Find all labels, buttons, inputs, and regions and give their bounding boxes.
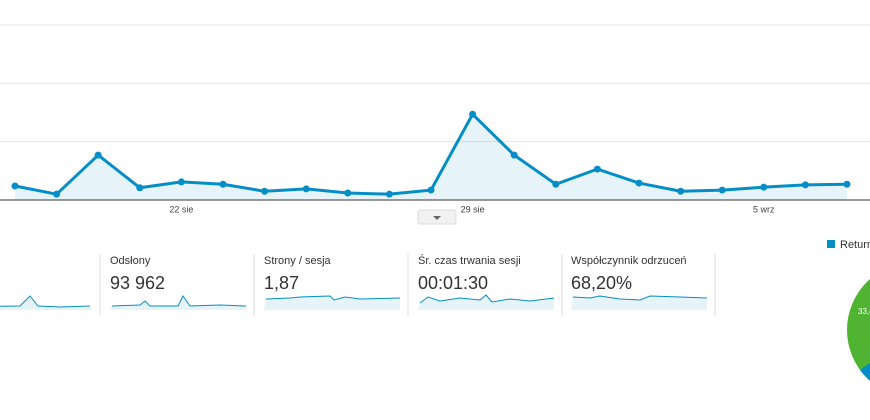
line-area: [15, 114, 847, 200]
metric-label: Strony / sesja: [264, 255, 332, 267]
point: [53, 190, 61, 198]
metric-value: 1,87: [264, 273, 299, 293]
point: [302, 185, 310, 193]
collapse-arrow: [433, 216, 441, 220]
point: [593, 165, 601, 173]
sparkline: [418, 295, 554, 310]
sparkline: [264, 296, 400, 310]
sparkline: [572, 295, 708, 301]
sparkline: [0, 295, 91, 308]
line: [14, 111, 848, 196]
point: [219, 180, 227, 188]
point: [94, 151, 102, 159]
pie-label: 33,4: [858, 307, 870, 316]
metric-value: 00:01:30: [418, 273, 488, 293]
collapse-button[interactable]: [417, 209, 457, 225]
point: [427, 186, 435, 194]
point: [635, 179, 643, 187]
point: [843, 180, 851, 188]
point: [136, 184, 144, 192]
metric-label: Odsłony: [110, 255, 151, 267]
point: [261, 187, 269, 195]
metric-value: 68,20%: [571, 273, 632, 293]
pie: 33,4 Return: [827, 239, 870, 381]
point: [11, 182, 19, 190]
point: [677, 187, 685, 195]
x-tick-label: 29 sie: [461, 204, 485, 214]
metric-label: Współczynnik odrzuceń: [571, 255, 687, 267]
x-tick-label: 22 sie: [169, 204, 193, 214]
point: [718, 186, 726, 194]
sparkline: [111, 295, 247, 307]
point: [469, 110, 477, 118]
sparkline: [419, 294, 555, 304]
point: [344, 189, 352, 197]
point: [177, 178, 185, 186]
metric-value: 93 962: [110, 273, 165, 293]
legend-swatch: [827, 240, 835, 248]
point: [552, 180, 560, 188]
point: [510, 151, 518, 159]
sparkline: [265, 295, 401, 301]
pie-slice-green: [847, 279, 870, 381]
point: [760, 183, 768, 191]
point: [385, 190, 393, 198]
sparkline: [571, 296, 707, 310]
point: [801, 181, 809, 189]
metric-label: Śr. czas trwania sesji: [418, 254, 521, 267]
pie-slice-blue: [860, 362, 870, 381]
sparkline: [110, 296, 246, 310]
legend-label: Return: [840, 239, 870, 251]
line-chart: 22 sie 29 sie 5 wrz: [0, 24, 870, 214]
sparkline: [0, 296, 92, 310]
x-tick-label: 5 wrz: [753, 204, 775, 214]
